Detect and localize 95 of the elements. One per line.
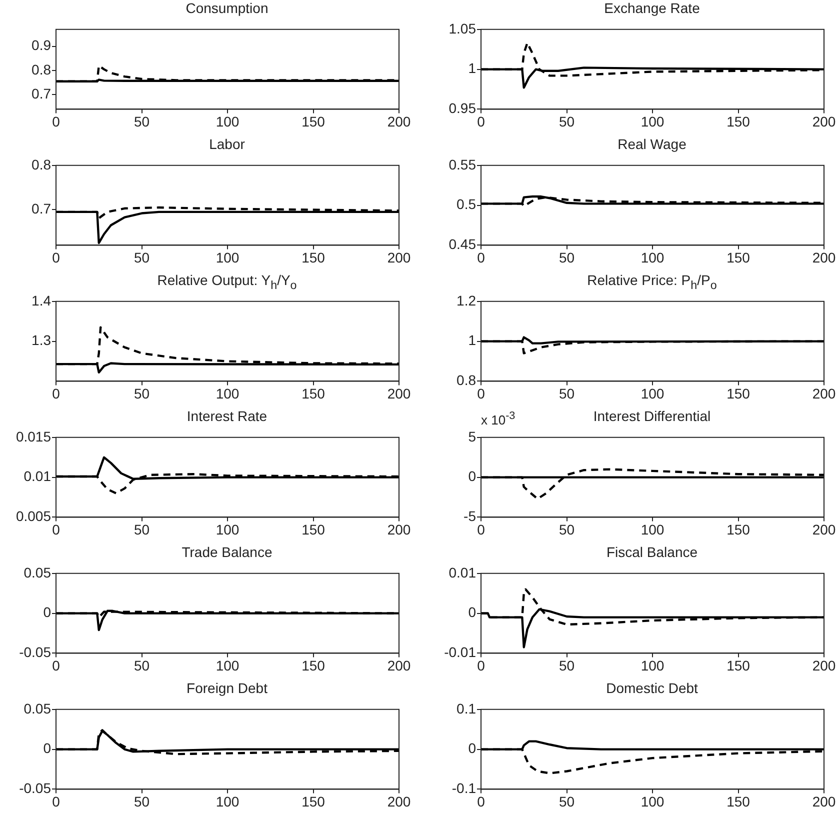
x-tick-label: 100 (216, 657, 240, 674)
y-tick-label: 0.8 (456, 372, 476, 388)
y-tick-label: 1.2 (456, 292, 476, 308)
x-tick-label: 100 (640, 385, 664, 402)
y-tick-label: 0.8 (32, 156, 52, 172)
y-tick-label: 0.005 (16, 508, 52, 524)
x-tick-label: 50 (134, 249, 150, 266)
x-tick-label: 50 (558, 657, 575, 674)
x-tick-label: 50 (558, 385, 575, 402)
y-tick-label: -0.05 (19, 644, 52, 660)
chart-title: Interest Rate (186, 408, 268, 424)
text: x 10$^{-3}$ (481, 410, 516, 428)
y-tick-label: 0.7 (32, 86, 52, 102)
x-tick-label: 50 (558, 249, 575, 266)
x-tick-label: 200 (812, 249, 836, 266)
x-tick-label: 50 (134, 385, 150, 402)
x-tick-label: 50 (134, 113, 150, 130)
y-tick-label: 0.1 (456, 700, 476, 716)
y-tick-label: 0.55 (448, 156, 476, 172)
chart-title: Relative Price: P$_{h}$/P$_{o}$ (586, 272, 718, 292)
x-tick-label: 150 (302, 657, 326, 674)
y-tick-label: 0 (43, 604, 52, 620)
x-tick-label: 200 (387, 521, 411, 538)
y-tick-label: 1.05 (448, 20, 476, 36)
x-tick-label: 200 (387, 113, 411, 130)
x-tick-label: 50 (558, 793, 575, 810)
chart-title: Fiscal Balance (605, 544, 699, 560)
x-tick-label: 150 (302, 385, 326, 402)
x-tick-label: 50 (558, 521, 575, 538)
x-tick-label: 150 (302, 521, 326, 538)
chart-title: Exchange Rate (603, 0, 701, 16)
x-tick-label: 50 (134, 793, 150, 810)
x-tick-label: 200 (387, 657, 411, 674)
y-tick-label: 0 (468, 604, 476, 620)
x-tick-label: 200 (812, 113, 836, 130)
y-tick-label: 0.01 (24, 468, 52, 484)
y-tick-label: 0.9 (32, 37, 52, 54)
chart-title: Labor (208, 136, 246, 152)
x-tick-label: 200 (812, 521, 836, 538)
chart-title: Relative Output: Y$_{h}$/Y$_{o}$ (156, 272, 298, 292)
x-tick-label: 200 (812, 657, 836, 674)
x-tick-label: 100 (216, 521, 240, 538)
x-tick-label: 100 (640, 249, 664, 266)
y-tick-label: 0.05 (24, 700, 52, 716)
x-tick-label: 200 (387, 793, 411, 810)
y-tick-label: -0.1 (452, 780, 476, 796)
y-tick-label: 0.01 (448, 564, 476, 580)
chart-title: Domestic Debt (605, 680, 699, 696)
y-tick-label: 5 (468, 428, 476, 444)
y-tick-label: -0.05 (19, 780, 52, 796)
x-tick-label: 100 (640, 521, 664, 538)
x-tick-label: 200 (812, 793, 836, 810)
x-tick-label: 150 (302, 793, 326, 810)
y-tick-label: 0.5 (456, 196, 476, 212)
y-tick-label: 0.95 (448, 100, 476, 116)
x-tick-label: 50 (134, 657, 150, 674)
y-tick-label: 0.45 (448, 236, 476, 252)
x-tick-label: 100 (640, 657, 664, 674)
y-tick-label: -0.01 (444, 644, 476, 660)
y-tick-label: 0.8 (32, 61, 52, 78)
x-tick-label: 200 (387, 385, 411, 402)
x-tick-label: 150 (726, 521, 750, 538)
x-tick-label: 100 (216, 793, 240, 810)
x-tick-label: 150 (726, 793, 750, 810)
y-tick-label: 0.7 (32, 200, 52, 217)
chart-title: Interest Differential (593, 408, 711, 424)
x-tick-label: 200 (387, 249, 411, 266)
x-tick-label: 100 (640, 113, 664, 130)
y-tick-label: 0 (43, 740, 52, 756)
x-tick-label: 50 (558, 113, 575, 130)
x-tick-label: 150 (726, 249, 750, 266)
y-tick-label: 1.3 (32, 332, 52, 348)
y-tick-label: 1 (468, 60, 476, 76)
x-tick-label: 150 (726, 113, 750, 130)
chart-title: Foreign Debt (186, 680, 268, 696)
y-tick-label: 0.015 (16, 428, 52, 444)
y-tick-label: 0.05 (24, 564, 52, 580)
x-tick-label: 100 (216, 385, 240, 402)
x-tick-label: 150 (302, 113, 326, 130)
y-tick-label: 1 (468, 332, 476, 348)
x-tick-label: 150 (302, 249, 326, 266)
x-tick-label: 100 (216, 249, 240, 266)
y-tick-label: 0 (468, 468, 476, 484)
x-tick-label: 50 (134, 521, 150, 538)
chart-title: Real Wage (616, 136, 688, 152)
x-tick-label: 150 (726, 385, 750, 402)
x-tick-label: 100 (640, 793, 664, 810)
x-tick-label: 100 (216, 113, 240, 130)
x-tick-label: 200 (812, 385, 836, 402)
y-tick-label: 0 (468, 740, 476, 756)
chart-title: Consumption (184, 0, 270, 16)
x-tick-label: 150 (726, 657, 750, 674)
y-tick-label: -5 (464, 508, 476, 524)
y-tick-label: 1.4 (32, 292, 52, 308)
chart-title: Trade Balance (180, 544, 274, 560)
